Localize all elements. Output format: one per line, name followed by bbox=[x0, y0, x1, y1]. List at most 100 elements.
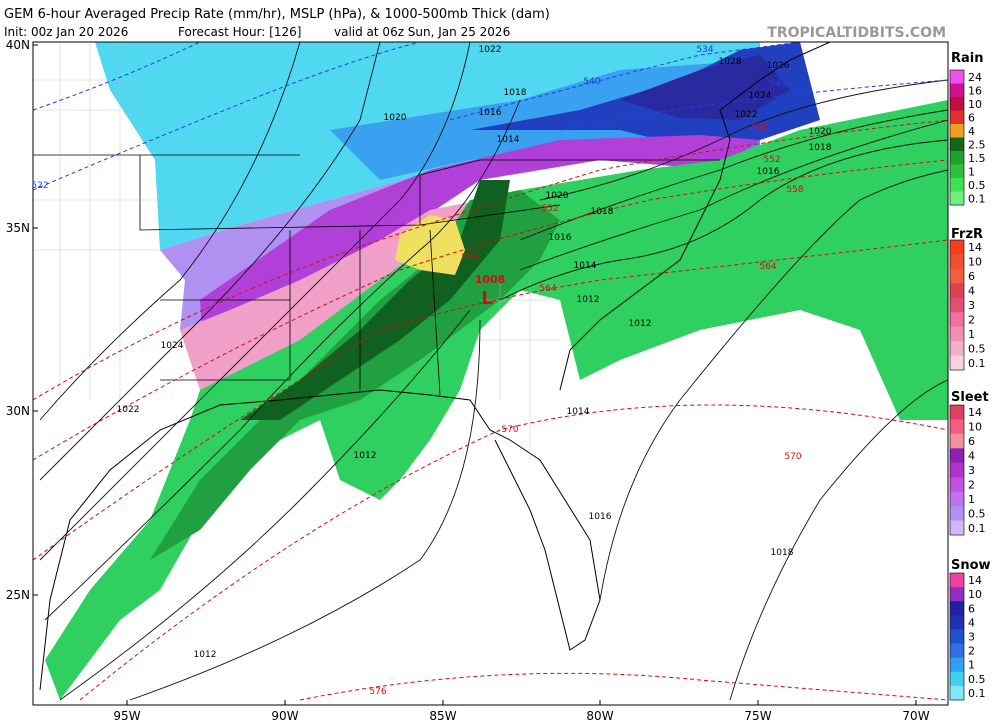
isobar-label: 1016 bbox=[479, 108, 502, 118]
isobar-label: 1022 bbox=[117, 405, 140, 415]
isobar-label: 1014 bbox=[497, 135, 520, 145]
legend-swatch bbox=[950, 268, 964, 284]
legend-label: 2 bbox=[968, 478, 975, 491]
legend-label: 0.5 bbox=[968, 342, 986, 355]
init: Init: 00z Jan 20 2026 bbox=[4, 25, 128, 39]
lat-label: 40N bbox=[6, 38, 30, 52]
legend-label: 1.5 bbox=[968, 152, 986, 165]
legend-label: 1 bbox=[968, 659, 975, 672]
legend-swatch bbox=[950, 433, 964, 449]
legend-swatch bbox=[950, 657, 964, 673]
site: TROPICALTIDBITS.COM bbox=[767, 25, 946, 41]
isobar-label: 1020 bbox=[809, 127, 832, 137]
legend-swatch bbox=[950, 312, 964, 328]
legend-label: 14 bbox=[968, 406, 982, 419]
valid-time: valid at 06z Sun, Jan 25 2026 bbox=[334, 25, 510, 39]
legend-label: 6 bbox=[968, 270, 975, 283]
state-borders bbox=[33, 154, 720, 396]
isobar-label: 1016 bbox=[589, 512, 612, 522]
isobar-label: 1016 bbox=[757, 167, 780, 177]
isobar-label: 1028 bbox=[719, 57, 742, 67]
thickness-label: 570 bbox=[784, 452, 801, 462]
isobar-label: 1024 bbox=[161, 341, 184, 351]
legend-label: 4 bbox=[968, 125, 975, 138]
legend-swatch bbox=[950, 164, 964, 179]
legend-swatch bbox=[950, 283, 964, 299]
isobar-label: 1012 bbox=[577, 295, 600, 305]
legend-swatch bbox=[950, 297, 964, 313]
legend-label: 2.5 bbox=[968, 138, 986, 151]
legend-swatch bbox=[950, 671, 964, 687]
lon-label: 70W bbox=[902, 709, 929, 723]
isobar-label: 1014 bbox=[574, 261, 597, 271]
legend-label: 10 bbox=[968, 98, 982, 111]
isobar-label: 1018 bbox=[809, 143, 832, 153]
legend-label: 4 bbox=[968, 616, 975, 629]
isobar-label: 1016 bbox=[549, 233, 572, 243]
legend-label: 10 bbox=[968, 421, 982, 434]
rain-light bbox=[45, 100, 948, 700]
coastline-east bbox=[559, 42, 831, 391]
legend-label: 0.5 bbox=[968, 507, 986, 520]
legend-swatch bbox=[950, 448, 964, 464]
isobar-label: 1026 bbox=[767, 61, 790, 71]
legend-label: 1 bbox=[968, 493, 975, 506]
legend-title: Snow bbox=[951, 558, 991, 573]
lon-label: 80W bbox=[586, 709, 613, 723]
legend-swatch bbox=[950, 462, 964, 478]
legend-swatch bbox=[950, 506, 964, 522]
legend-swatch bbox=[950, 573, 964, 588]
isobar-label: 1022 bbox=[479, 45, 502, 55]
lat-label: 25N bbox=[6, 588, 30, 602]
legend-label: 16 bbox=[968, 84, 982, 97]
legend-label: 6 bbox=[968, 602, 975, 615]
legend-swatch bbox=[950, 178, 964, 192]
thickness-label: 564 bbox=[539, 284, 556, 294]
lon-label: 85W bbox=[429, 709, 456, 723]
legend-border bbox=[949, 239, 965, 371]
thickness-label: 534 bbox=[696, 45, 713, 55]
legend-label: 10 bbox=[968, 256, 982, 269]
legend-swatch bbox=[950, 83, 964, 98]
legend-label: 0.1 bbox=[968, 192, 986, 205]
thickness-label: 540 bbox=[583, 77, 600, 87]
legend-label: 10 bbox=[968, 588, 982, 601]
legend-swatch bbox=[950, 70, 964, 84]
legend-label: 0.5 bbox=[968, 673, 986, 686]
legend-label: 4 bbox=[968, 285, 975, 298]
thickness-label: 558 bbox=[461, 253, 478, 263]
frzr-band bbox=[180, 200, 600, 390]
legend-swatch bbox=[950, 491, 964, 507]
rain-yellow bbox=[395, 215, 465, 275]
legend-swatch bbox=[950, 419, 964, 435]
map-area: 1008 L bbox=[33, 42, 948, 705]
thickness-label: 570 bbox=[501, 425, 518, 435]
isobar-label: 1020 bbox=[546, 191, 569, 201]
legend-border bbox=[949, 572, 965, 701]
legend-title: Sleet bbox=[951, 390, 989, 405]
legend-label: 0.5 bbox=[968, 179, 986, 192]
legend-swatch bbox=[950, 587, 964, 602]
legend-swatch bbox=[950, 137, 964, 152]
legend-title: FrzR bbox=[951, 227, 983, 242]
legend-swatch bbox=[950, 405, 964, 420]
thickness-label: 564 bbox=[759, 262, 776, 272]
isobar-label: 1018 bbox=[591, 207, 614, 217]
legend-label: 24 bbox=[968, 71, 982, 84]
legend-swatch bbox=[950, 191, 964, 206]
legend-swatch bbox=[950, 240, 964, 255]
legend-swatch bbox=[950, 685, 964, 701]
legend-label: 6 bbox=[968, 111, 975, 124]
legend-swatch bbox=[950, 341, 964, 357]
legend-border bbox=[949, 404, 965, 536]
isobar-lines bbox=[39, 42, 948, 701]
low-symbol: L bbox=[481, 288, 492, 309]
legend-label: 3 bbox=[968, 631, 975, 644]
lat-label: 30N bbox=[6, 404, 30, 418]
rain-heavy bbox=[240, 180, 510, 420]
isobar-label: 1012 bbox=[629, 319, 652, 329]
thickness-label: 552 bbox=[541, 204, 558, 214]
isobar-label: 1018 bbox=[771, 548, 794, 558]
title: GEM 6-hour Averaged Precip Rate (mm/hr),… bbox=[4, 7, 550, 22]
